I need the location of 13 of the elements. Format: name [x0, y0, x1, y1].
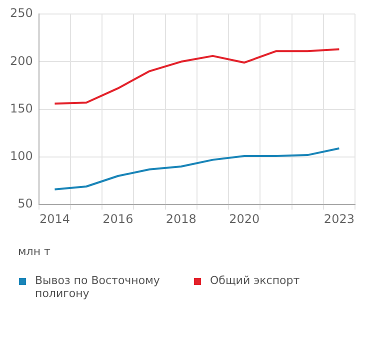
legend-label: Вывоз по Восточному полигону	[35, 274, 161, 300]
y-tick-label: 100	[10, 149, 33, 164]
legend-label: Общий экспорт	[210, 274, 300, 287]
y-tick-label: 250	[10, 6, 33, 20]
x-tick-label: 2020	[229, 212, 260, 226]
x-tick-label: 2016	[102, 212, 134, 226]
y-axis-title: млн т	[18, 245, 50, 258]
x-tick-label: 2023	[324, 212, 354, 226]
x-tick-label: 2014	[39, 212, 70, 226]
y-tick-label: 50	[18, 196, 33, 211]
y-tick-label: 200	[10, 54, 33, 68]
x-tick-label: 2018	[166, 212, 196, 226]
y-tick-label: 150	[10, 101, 33, 116]
